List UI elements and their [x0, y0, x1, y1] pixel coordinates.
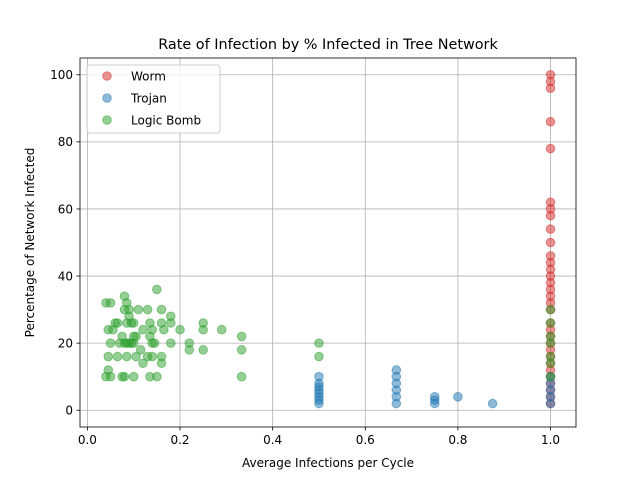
x-tick-label: 0.2 — [170, 433, 189, 447]
x-tick-label: 0.4 — [263, 433, 282, 447]
logic-bomb-point — [184, 345, 195, 355]
worm-point — [545, 224, 556, 234]
logic-bomb-point — [159, 324, 169, 335]
logic-bomb-point — [545, 304, 556, 315]
logic-bomb-point — [105, 371, 116, 382]
x-axis-label: Average Infections per Cycle — [242, 456, 414, 470]
legend-marker-trojan — [102, 93, 112, 103]
logic-bomb-point — [147, 351, 158, 362]
y-tick-label: 80 — [58, 135, 73, 149]
x-tick-label: 0.8 — [448, 433, 467, 447]
logic-bomb-point — [128, 318, 139, 328]
logic-bomb-point — [152, 284, 162, 295]
logic-bomb-point — [103, 351, 114, 362]
legend-frame — [86, 64, 221, 134]
y-tick-label: 0 — [65, 404, 73, 418]
logic-bomb-point — [105, 298, 116, 308]
x-tick-label: 1.0 — [541, 433, 560, 447]
logic-bomb-point — [165, 338, 176, 348]
trojan-point — [314, 398, 324, 409]
logic-bomb-point — [236, 331, 247, 342]
logic-bomb-point — [545, 358, 556, 369]
legend-marker-logic-bomb — [102, 115, 112, 125]
logic-bomb-point — [314, 338, 324, 348]
logic-bomb-point — [216, 324, 227, 335]
logic-bomb-point — [236, 371, 247, 382]
legend-label-trojan: Trojan — [130, 91, 167, 105]
logic-bomb-point — [135, 345, 146, 355]
x-tick-label: 0.0 — [78, 433, 97, 447]
logic-bomb-point — [152, 371, 162, 382]
data-points — [101, 69, 556, 409]
logic-bomb-point — [236, 345, 247, 355]
logic-bomb-point — [198, 324, 208, 335]
y-tick-label: 20 — [58, 336, 73, 350]
y-axis-label: Percentage of Network Infected — [23, 148, 37, 338]
logic-bomb-point — [138, 358, 148, 369]
logic-bomb-point — [131, 331, 141, 342]
worm-point — [545, 143, 556, 154]
y-tick-label: 100 — [50, 68, 73, 82]
logic-bomb-point — [128, 371, 139, 382]
logic-bomb-point — [121, 351, 132, 362]
worm-point — [545, 237, 556, 248]
trojan-point — [453, 392, 463, 402]
trojan-point — [545, 398, 556, 409]
x-tick-label: 0.6 — [356, 433, 375, 447]
axis-ticks: 0.0 0.2 0.4 0.6 0.8 1.0 0 20 40 60 80 100 — [50, 68, 560, 447]
legend-label-worm: Worm — [131, 69, 166, 83]
legend-label-logic-bomb: Logic Bomb — [131, 113, 201, 127]
y-tick-label: 40 — [58, 269, 73, 283]
logic-bomb-point — [156, 304, 167, 315]
trojan-point — [487, 398, 498, 409]
logic-bomb-point — [175, 324, 185, 335]
logic-bomb-point — [314, 351, 324, 362]
chart-title: Rate of Infection by % Infected in Tree … — [158, 37, 498, 53]
worm-point — [545, 83, 556, 93]
logic-bomb-point — [105, 338, 116, 348]
legend: Worm Trojan Logic Bomb — [86, 64, 221, 134]
worm-point — [545, 116, 556, 127]
logic-bomb-point — [119, 371, 130, 382]
logic-bomb-point — [131, 351, 141, 362]
trojan-point — [391, 398, 402, 409]
logic-bomb-point — [165, 318, 176, 328]
logic-bomb-point — [149, 338, 160, 348]
logic-bomb-point — [112, 318, 123, 328]
logic-bomb-point — [138, 324, 148, 335]
y-tick-label: 60 — [58, 202, 73, 216]
logic-bomb-point — [545, 338, 556, 348]
logic-bomb-point — [156, 358, 167, 369]
worm-point — [545, 210, 556, 221]
logic-bomb-point — [133, 304, 144, 315]
logic-bomb-point — [142, 304, 153, 315]
logic-bomb-point — [545, 318, 556, 328]
plot-frame — [79, 57, 577, 428]
logic-bomb-point — [198, 345, 208, 355]
logic-bomb-point — [112, 351, 123, 362]
legend-marker-worm — [102, 71, 112, 81]
trojan-point — [429, 398, 440, 409]
logic-bomb-point — [545, 371, 556, 382]
